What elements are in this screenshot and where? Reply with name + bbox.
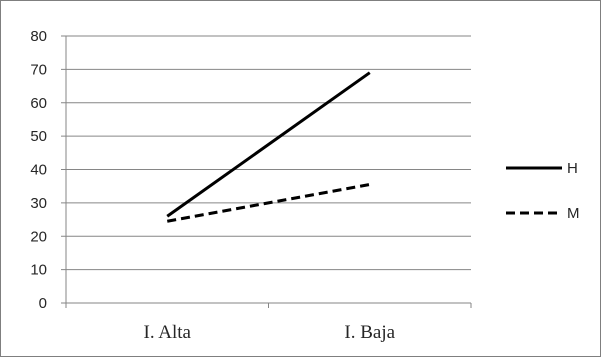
- y-tick-label: 40: [30, 162, 47, 179]
- axes: [61, 35, 472, 308]
- y-tick-label: 80: [30, 28, 47, 45]
- gridlines: [66, 35, 471, 271]
- legend: HM: [506, 160, 580, 222]
- y-axis-tick-labels: 0 10 20 30 40 50 60 70 80: [30, 28, 47, 312]
- y-tick-label: 30: [30, 195, 47, 212]
- y-tick-label: 70: [30, 61, 47, 78]
- y-tick-label: 10: [30, 262, 47, 279]
- y-tick-label: 60: [30, 95, 47, 112]
- x-axis-category-labels: I. Alta I. Baja: [144, 322, 396, 343]
- legend-label-h: H: [567, 160, 578, 177]
- series-lines: [166, 71, 371, 223]
- legend-label-m: M: [567, 205, 580, 222]
- x-category-label: I. Baja: [344, 322, 395, 343]
- series-line-h: [166, 71, 371, 218]
- x-category-label: I. Alta: [144, 322, 192, 343]
- y-tick-label: 50: [30, 128, 47, 145]
- y-tick-label: 20: [30, 228, 47, 245]
- series-line-m: [166, 183, 371, 223]
- y-tick-label: 0: [39, 295, 47, 312]
